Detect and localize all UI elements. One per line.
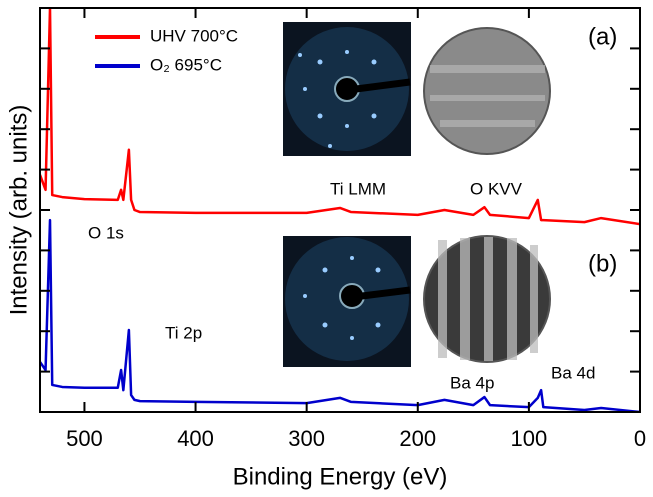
- inset-images: [283, 22, 551, 367]
- annotation: Ba 4p: [450, 373, 494, 392]
- spectrum-line: [40, 8, 640, 226]
- legend-label: O₂ 695°C: [150, 55, 222, 74]
- annotation: Ba 4d: [551, 363, 595, 382]
- x-tick-label: 300: [288, 426, 325, 451]
- annotation: Ti LMM: [330, 179, 386, 198]
- x-tick-label: 400: [177, 426, 214, 451]
- annotation: Ti 2p: [165, 323, 202, 342]
- x-tick-label: 100: [511, 426, 548, 451]
- annotation: O 1s: [88, 223, 124, 242]
- panel-label: (b): [588, 250, 617, 277]
- legend-label: UHV 700°C: [150, 26, 238, 45]
- y-axis-label: Intensity (arb. units): [5, 105, 32, 316]
- x-tick-label: 0: [634, 426, 646, 451]
- x-tick-label: 500: [66, 426, 103, 451]
- annotation: O KVV: [470, 179, 523, 198]
- x-tick-label: 200: [399, 426, 436, 451]
- panel-label: (a): [588, 23, 617, 50]
- x-axis-label: Binding Energy (eV): [233, 463, 448, 490]
